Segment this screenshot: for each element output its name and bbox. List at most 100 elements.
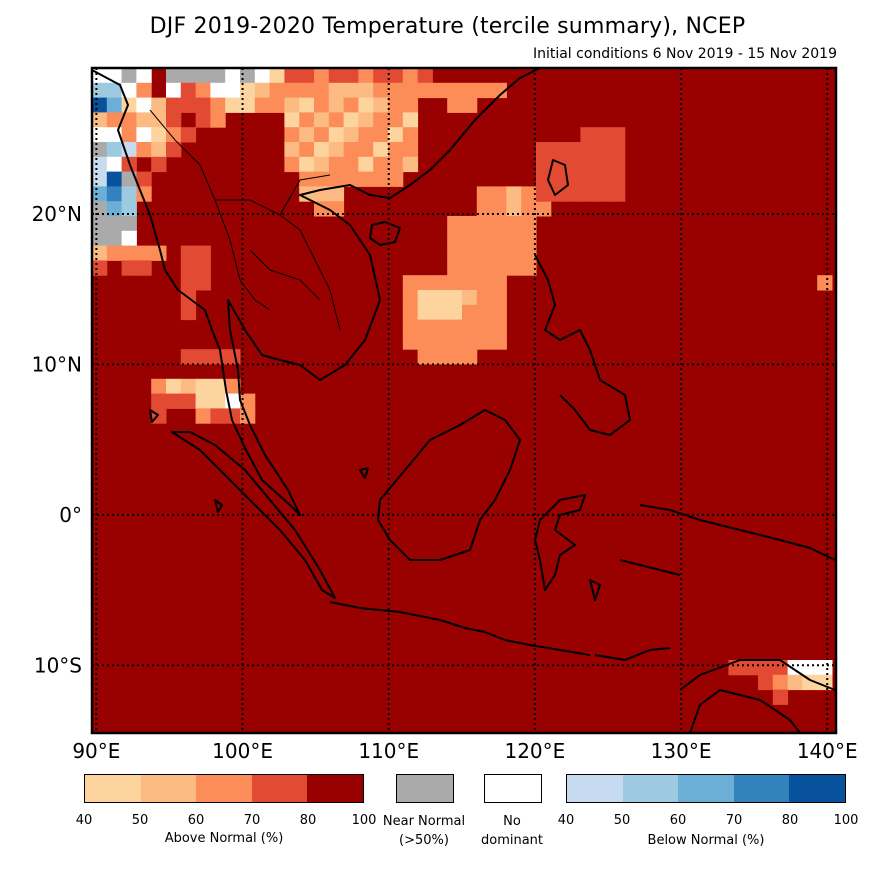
forecast-cell bbox=[180, 349, 197, 365]
forecast-cell bbox=[432, 82, 448, 99]
forecast-cell bbox=[136, 112, 152, 128]
forecast-cell bbox=[417, 304, 433, 321]
map-title: DJF 2019-2020 Temperature (tercile summa… bbox=[149, 14, 746, 39]
forecast-cell bbox=[343, 112, 359, 128]
forecast-cell bbox=[106, 156, 123, 173]
forecast-cell bbox=[506, 245, 522, 261]
forecast-cell bbox=[121, 171, 137, 187]
forecast-cell bbox=[343, 127, 359, 143]
forecast-cell bbox=[595, 171, 611, 187]
forecast-cell bbox=[210, 408, 226, 424]
forecast-cell bbox=[180, 68, 197, 84]
forecast-cell bbox=[358, 112, 374, 128]
forecast-cell bbox=[92, 186, 108, 202]
forecast-cell bbox=[284, 142, 300, 158]
forecast-cell bbox=[328, 142, 345, 158]
forecast-cell bbox=[402, 112, 419, 128]
forecast-cell bbox=[210, 112, 226, 128]
forecast-cell bbox=[476, 186, 493, 202]
forecast-cell bbox=[343, 142, 359, 158]
forecast-cell bbox=[195, 112, 211, 128]
forecast-cell bbox=[491, 319, 507, 335]
forecast-cell bbox=[506, 186, 522, 202]
forecast-cell bbox=[328, 156, 345, 173]
forecast-cell bbox=[772, 660, 789, 676]
forecast-cell bbox=[151, 378, 167, 395]
forecast-cell bbox=[521, 216, 537, 232]
forecast-cell bbox=[121, 127, 137, 143]
forecast-cell bbox=[358, 82, 374, 99]
above-tick: 70 bbox=[243, 813, 261, 828]
forecast-cell bbox=[314, 68, 330, 84]
forecast-cell bbox=[299, 156, 315, 173]
forecast-cell bbox=[373, 171, 389, 187]
forecast-cell bbox=[151, 97, 167, 113]
forecast-cell bbox=[402, 304, 419, 321]
forecast-cell bbox=[402, 142, 419, 158]
forecast-cell bbox=[432, 334, 448, 350]
forecast-cell bbox=[314, 127, 330, 143]
forecast-cell bbox=[284, 97, 300, 113]
forecast-cell bbox=[476, 275, 493, 291]
below-colorbar-swatches bbox=[566, 774, 846, 803]
forecast-cell bbox=[462, 245, 478, 261]
forecast-cell bbox=[447, 334, 463, 350]
forecast-cell bbox=[447, 97, 463, 113]
forecast-cell bbox=[388, 112, 404, 128]
forecast-cell bbox=[92, 127, 108, 143]
coastlines bbox=[92, 68, 836, 733]
forecast-cell bbox=[106, 201, 123, 217]
forecast-cell bbox=[269, 82, 285, 99]
forecast-cell bbox=[595, 156, 611, 173]
forecast-cell bbox=[92, 201, 108, 217]
forecast-cell bbox=[536, 142, 552, 158]
forecast-cell bbox=[328, 68, 345, 84]
forecast-cell bbox=[417, 319, 433, 335]
longitude-tick-label: 90°E bbox=[72, 739, 120, 763]
forecast-cell bbox=[180, 378, 197, 395]
forecast-cell bbox=[402, 82, 419, 99]
forecast-cell bbox=[195, 393, 211, 409]
forecast-cell bbox=[225, 68, 241, 84]
forecast-cell bbox=[417, 68, 433, 84]
forecast-cell bbox=[743, 660, 759, 676]
forecast-cell bbox=[314, 156, 330, 173]
forecast-cell bbox=[787, 674, 803, 691]
forecast-cell bbox=[358, 127, 374, 143]
forecast-cell bbox=[166, 68, 182, 84]
forecast-cell bbox=[506, 230, 522, 247]
forecast-cell bbox=[284, 68, 300, 84]
forecast-cell bbox=[402, 127, 419, 143]
forecast-cell bbox=[106, 112, 123, 128]
forecast-cell bbox=[373, 112, 389, 128]
forecast-cell bbox=[476, 260, 493, 276]
forecast-cell bbox=[358, 156, 374, 173]
forecast-cell bbox=[462, 97, 478, 113]
forecast-cell bbox=[314, 142, 330, 158]
forecast-cell bbox=[417, 290, 433, 306]
above-caption: Above Normal (%) bbox=[164, 831, 284, 846]
forecast-cell bbox=[506, 201, 522, 217]
forecast-cell bbox=[787, 660, 803, 676]
forecast-cell bbox=[373, 97, 389, 113]
above-tick: 40 bbox=[75, 813, 93, 828]
above-swatch-80 bbox=[307, 775, 363, 802]
forecast-cell bbox=[106, 171, 123, 187]
forecast-cell bbox=[506, 216, 522, 232]
forecast-cell bbox=[121, 68, 137, 84]
forecast-cell bbox=[299, 112, 315, 128]
forecast-cell bbox=[151, 156, 167, 173]
forecast-cell bbox=[284, 156, 300, 173]
forecast-cell bbox=[462, 216, 478, 232]
no-dominant-swatch bbox=[484, 774, 542, 803]
forecast-cell bbox=[417, 334, 433, 350]
forecast-cell bbox=[521, 201, 537, 217]
forecast-cell bbox=[491, 334, 507, 350]
forecast-cell bbox=[373, 68, 389, 84]
forecast-cell bbox=[772, 689, 789, 705]
above-normal-colorbar: 40 50 60 70 80 100 Above Normal (%) bbox=[76, 774, 376, 846]
forecast-cell bbox=[180, 304, 197, 321]
forecast-cell bbox=[328, 186, 345, 202]
forecast-cell bbox=[106, 230, 123, 247]
forecast-cell bbox=[432, 290, 448, 306]
